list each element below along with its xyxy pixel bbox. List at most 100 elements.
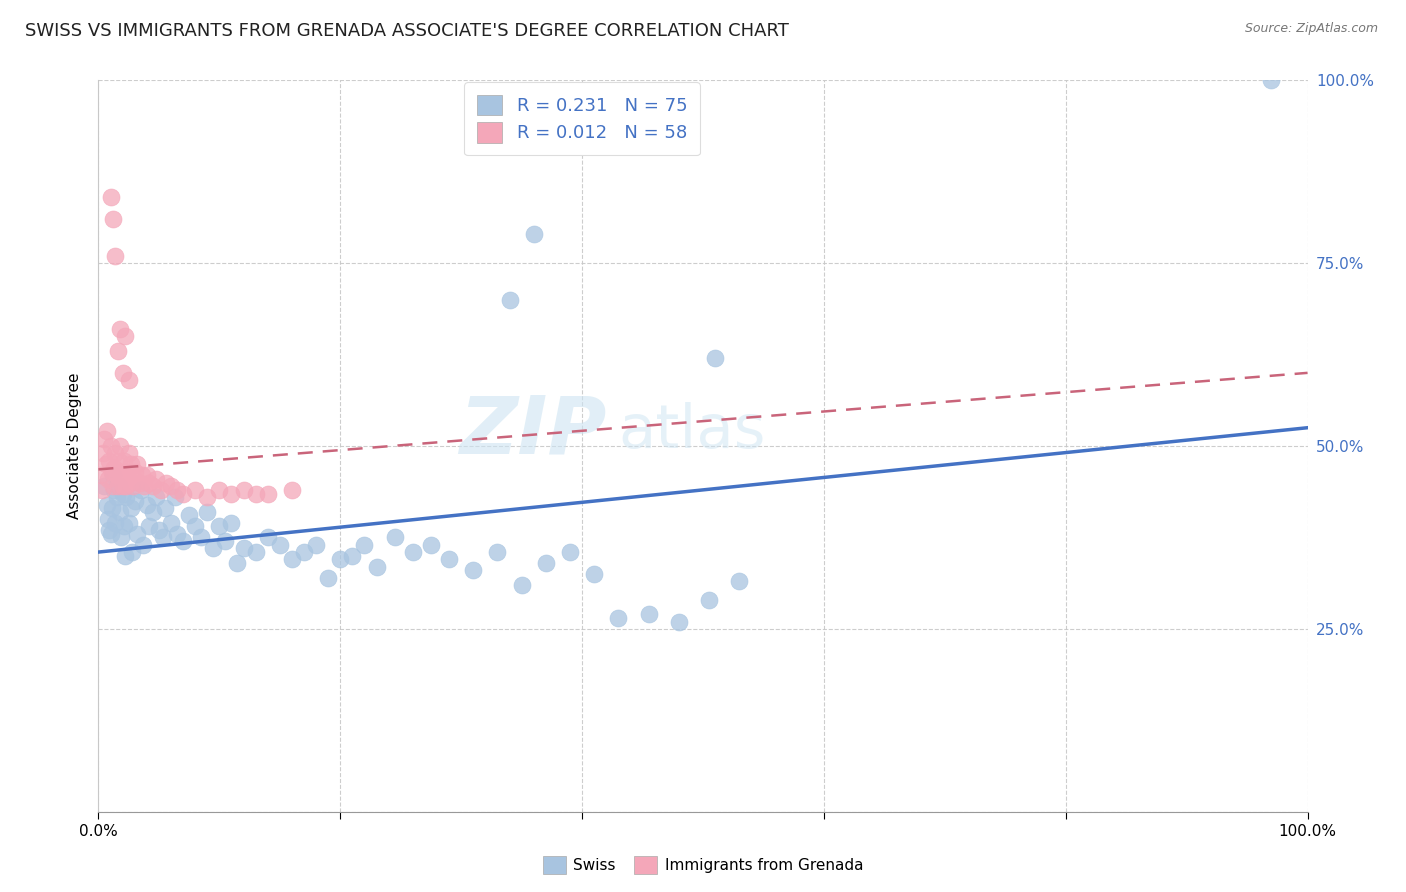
Point (463, 563, 485, 577)
Point (558, 545, 581, 559)
Point (118, 516, 141, 530)
Point (214, 534, 236, 549)
Point (107, 479, 129, 493)
Point (100, 501, 122, 516)
Point (437, 552, 460, 566)
Point (402, 545, 425, 559)
Point (103, 461, 125, 475)
Point (245, 545, 267, 559)
Point (107, 343, 129, 358)
Point (93, 432, 115, 446)
Point (135, 468, 157, 483)
Text: Source: ZipAtlas.com: Source: ZipAtlas.com (1244, 22, 1378, 36)
Point (148, 523, 170, 537)
Point (98, 453, 121, 467)
Point (179, 508, 201, 523)
Point (166, 526, 188, 541)
Point (114, 468, 136, 483)
Point (184, 483, 207, 497)
Point (637, 607, 659, 622)
Point (221, 486, 243, 500)
Point (208, 483, 231, 497)
Point (91, 483, 114, 497)
Point (202, 541, 225, 556)
Point (153, 501, 176, 516)
Point (1260, 73, 1282, 87)
Point (97, 512, 120, 526)
Point (256, 486, 278, 500)
Point (124, 494, 146, 508)
Point (353, 538, 375, 552)
Point (108, 439, 131, 453)
Point (342, 549, 364, 563)
Point (256, 530, 278, 544)
Point (115, 479, 138, 493)
Point (127, 457, 149, 471)
Point (121, 545, 143, 559)
Point (704, 351, 727, 366)
Point (131, 468, 153, 483)
Point (108, 505, 131, 519)
Point (110, 530, 132, 544)
Point (104, 516, 127, 530)
Point (172, 486, 194, 500)
Point (120, 457, 142, 471)
Point (607, 611, 630, 625)
Point (134, 479, 156, 493)
Point (138, 475, 160, 490)
Point (121, 468, 143, 483)
Point (96, 425, 118, 439)
Point (128, 475, 150, 490)
Point (104, 446, 127, 460)
Text: SWISS VS IMMIGRANTS FROM GRENADA ASSOCIATE'S DEGREE CORRELATION CHART: SWISS VS IMMIGRANTS FROM GRENADA ASSOCIA… (25, 22, 789, 40)
Point (110, 465, 132, 479)
Point (127, 526, 149, 541)
Point (91, 446, 114, 460)
Point (668, 615, 690, 629)
Point (142, 479, 165, 493)
Point (384, 530, 406, 544)
Text: atlas: atlas (619, 402, 766, 461)
Point (122, 479, 145, 493)
Point (329, 552, 352, 566)
Point (269, 538, 291, 552)
Point (155, 475, 177, 490)
Point (108, 322, 131, 336)
Point (583, 567, 606, 582)
Point (114, 549, 136, 563)
Text: ZIP: ZIP (458, 392, 606, 470)
Point (101, 468, 124, 483)
Point (534, 556, 557, 570)
Point (96, 498, 118, 512)
Point (184, 519, 207, 533)
Point (120, 501, 142, 516)
Point (150, 483, 173, 497)
Point (90, 468, 112, 483)
Point (100, 190, 122, 204)
Point (145, 490, 167, 504)
Point (98, 523, 121, 537)
Point (728, 574, 751, 589)
Point (112, 519, 135, 533)
Point (138, 519, 160, 533)
Point (132, 538, 155, 552)
Point (152, 530, 174, 544)
Point (145, 472, 167, 486)
Point (208, 519, 231, 533)
Point (124, 465, 146, 479)
Point (104, 249, 127, 263)
Point (117, 465, 139, 479)
Point (221, 516, 243, 530)
Legend: Swiss, Immigrants from Grenada: Swiss, Immigrants from Grenada (537, 850, 869, 880)
Point (160, 516, 183, 530)
Point (112, 453, 135, 467)
Point (97, 472, 120, 486)
Point (114, 329, 136, 343)
Point (129, 483, 152, 497)
Point (190, 530, 212, 544)
Point (108, 479, 131, 493)
Point (172, 534, 194, 549)
Point (105, 490, 128, 504)
Point (100, 526, 122, 541)
Point (100, 465, 122, 479)
